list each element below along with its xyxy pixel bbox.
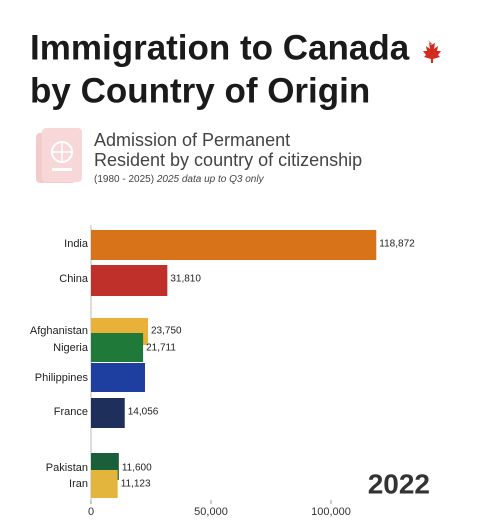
value-label: 31,810 (170, 274, 201, 285)
x-tick-label: 50,000 (194, 506, 228, 518)
category-label: Nigeria (53, 342, 89, 354)
subtitle-line-2: Resident by country of citizenship (94, 150, 362, 170)
category-label: Philippines (35, 372, 89, 384)
note-caveat: 2025 data up to Q3 only (156, 174, 265, 185)
maple-leaf-icon (423, 40, 441, 63)
year-label: 2022 (368, 468, 430, 499)
chart-title-line-2: by Country of Origin (30, 71, 370, 110)
x-tick-label: 0 (88, 506, 94, 518)
x-tick-label: 100,000 (311, 506, 351, 518)
category-label: France (54, 406, 88, 418)
bar (91, 470, 118, 498)
value-label: 14,056 (128, 407, 159, 418)
chart-title: Immigration to Canada (30, 28, 410, 67)
category-label: India (64, 238, 89, 250)
category-label: Afghanistan (30, 325, 88, 337)
category-label: Pakistan (46, 462, 88, 474)
bar (91, 333, 144, 362)
note-range: (1980 - 2025) (94, 174, 154, 185)
value-label: 23,750 (151, 326, 182, 337)
category-label: China (59, 273, 89, 285)
value-label: 11,123 (121, 479, 151, 490)
value-label: 21,711 (146, 343, 176, 354)
subtitle: Admission of Permanent (94, 130, 290, 150)
passport-icon (36, 128, 82, 183)
bar (91, 363, 145, 392)
bar (91, 265, 168, 296)
value-label: 118,872 (379, 239, 415, 250)
value-label: 11,600 (122, 463, 152, 474)
bar (91, 398, 125, 428)
category-label: Iran (69, 478, 88, 490)
note: (1980 - 2025) 2025 data up to Q3 only (94, 174, 265, 185)
bar (91, 230, 377, 260)
